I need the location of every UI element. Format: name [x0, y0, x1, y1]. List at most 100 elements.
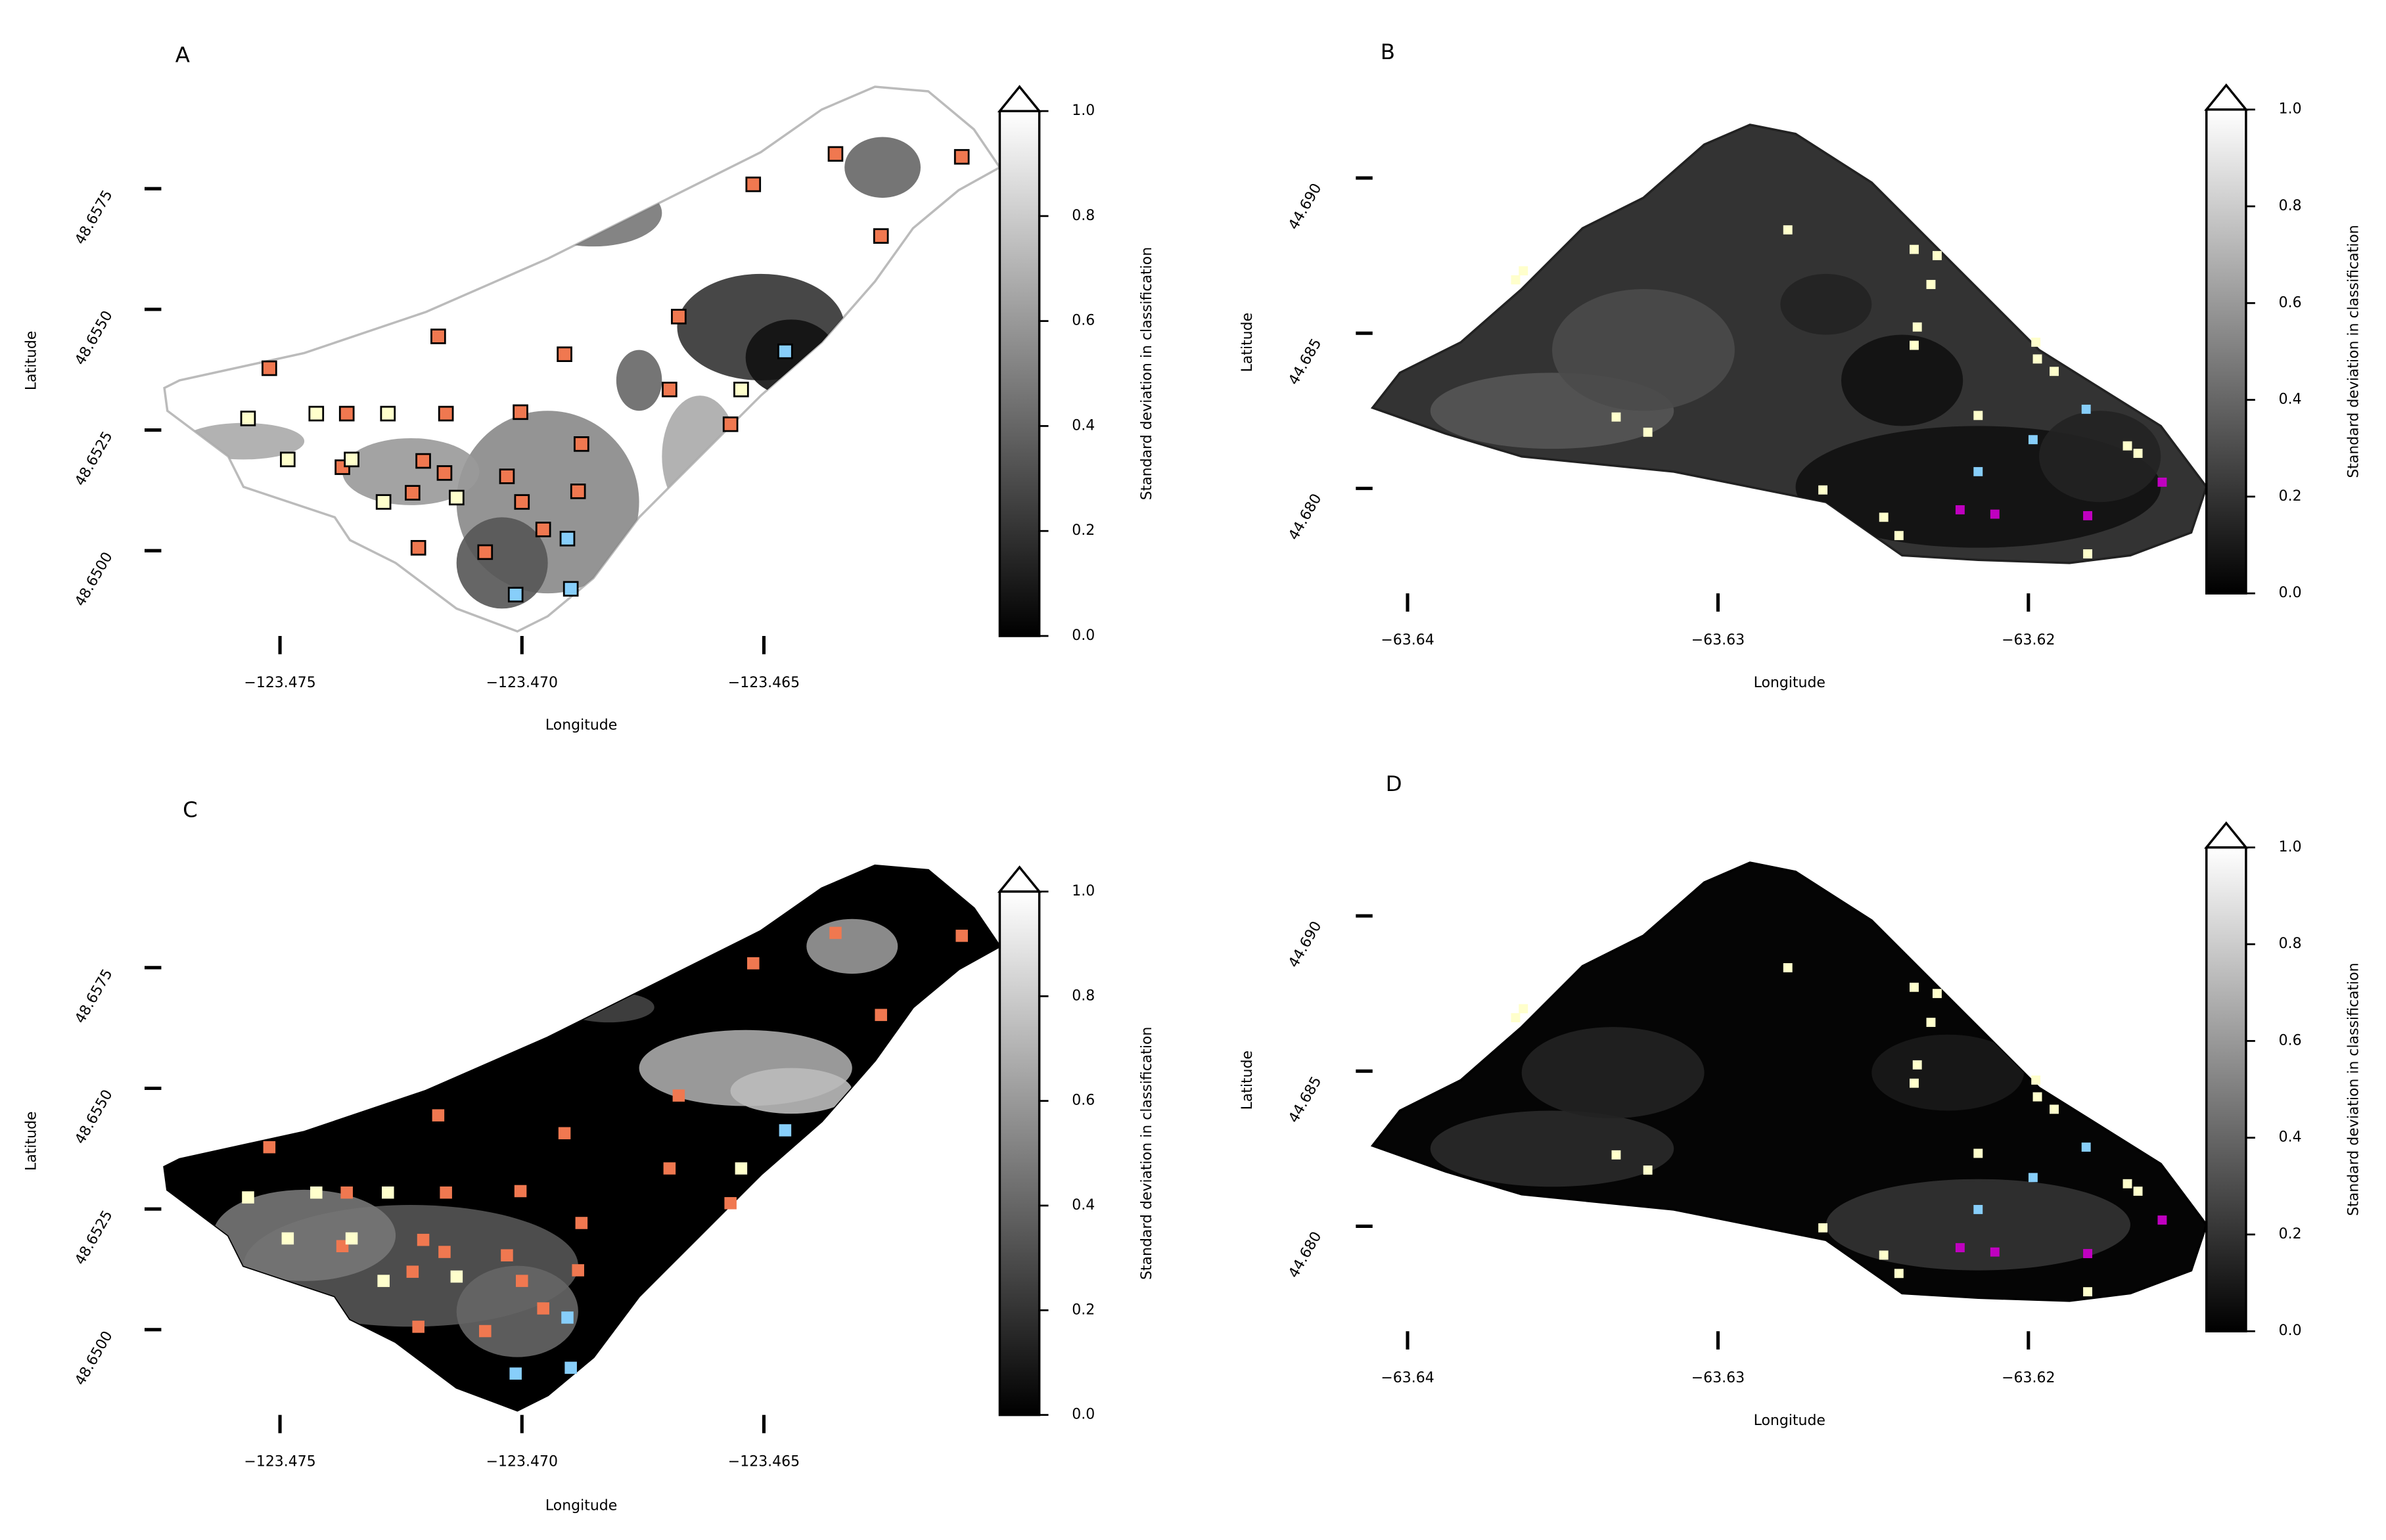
colorbar [999, 892, 1040, 1415]
sample-point [1783, 963, 1793, 972]
colorbar-tick-label: 0.8 [2279, 198, 2302, 214]
sample-point [516, 1275, 528, 1287]
sample-point [440, 1186, 452, 1199]
sample-point [280, 451, 296, 468]
sample-point [1511, 275, 1521, 284]
colorbar-label: Standard deviation in classification [1139, 247, 1155, 500]
colorbar-tick-label: 0.6 [1072, 1093, 1095, 1109]
sample-point [2081, 404, 2091, 414]
colorbar-frame [2205, 109, 2247, 595]
sample-point [344, 451, 359, 468]
colorbar-tick-label: 0.8 [2279, 936, 2302, 952]
raster-patch [806, 918, 898, 974]
y-tick-label: 48.6575 [72, 966, 116, 1026]
y-tick-label: 48.6525 [72, 1208, 116, 1267]
sample-point [1818, 1223, 1828, 1233]
sample-point [671, 309, 687, 325]
sample-point [514, 1185, 527, 1198]
panel-label: D [1386, 771, 1402, 796]
sample-point [672, 1089, 685, 1102]
sample-point [1955, 1243, 1965, 1253]
y-axis-label: Latitude [1239, 1051, 1256, 1110]
raster-patch [1552, 289, 1735, 411]
x-tick-label: −63.62 [2002, 1370, 2055, 1386]
sample-point [2122, 441, 2132, 451]
raster-patch [1871, 1034, 2024, 1111]
sample-point [2050, 367, 2059, 376]
x-tick-label: −123.465 [728, 675, 800, 691]
x-tick-label: −63.64 [1381, 632, 1434, 648]
sample-point [375, 494, 392, 510]
raster-patch [524, 179, 662, 247]
sample-point [1973, 411, 1983, 420]
colorbar-frame [2205, 847, 2247, 1332]
x-axis-label: Longitude [1754, 1413, 1825, 1429]
raster-patch [562, 991, 654, 1023]
colorbar-tick-label: 0.4 [1072, 1197, 1095, 1213]
sample-point [345, 1232, 358, 1245]
sample-point [1818, 485, 1828, 495]
sample-point [558, 1127, 571, 1140]
colorbar [2206, 847, 2246, 1332]
raster-patch [1780, 273, 1872, 335]
map-panel: C Longitude Latitude −123.475 −123.470 −123.4… [24, 797, 1155, 1514]
colorbar [999, 111, 1040, 636]
sample-point [2083, 510, 2092, 520]
sample-point [513, 404, 528, 420]
panel-label: C [183, 797, 198, 822]
sample-point [2083, 549, 2092, 558]
colorbar-tick-label: 0.2 [2279, 488, 2302, 505]
colorbar-tick-label: 0.6 [2279, 294, 2302, 311]
sample-point [432, 1109, 445, 1121]
sample-point [450, 1270, 463, 1283]
sample-point [449, 489, 465, 506]
y-tick-label: 44.680 [1285, 1229, 1325, 1281]
raster-patch [1430, 1110, 1674, 1187]
sample-point [1783, 225, 1793, 235]
sample-point [1611, 1150, 1621, 1160]
sample-point [336, 1240, 349, 1252]
y-tick-label: 48.6500 [72, 549, 116, 609]
sample-point [1519, 1004, 1528, 1014]
sample-point [438, 1246, 451, 1258]
raster-patch [1841, 334, 1963, 426]
sample-point [2122, 1179, 2132, 1189]
panel-label: B [1381, 39, 1395, 64]
y-tick-label: 48.6550 [72, 308, 116, 368]
sample-point [405, 485, 421, 501]
sample-point [572, 1264, 584, 1277]
sample-point [2028, 435, 2038, 445]
colorbar-tick-label: 0.6 [1072, 313, 1095, 329]
y-tick-label: 44.685 [1285, 336, 1325, 388]
sample-point [733, 382, 749, 397]
sample-point [1910, 982, 1919, 992]
colorbar-tick-label: 0.4 [1072, 417, 1095, 434]
sample-point [1643, 427, 1653, 437]
sample-point [1643, 1166, 1653, 1175]
colorbar-tick-label: 0.0 [2279, 1323, 2302, 1339]
sample-point [873, 228, 889, 244]
colorbar-tick-label: 0.4 [2279, 1129, 2302, 1146]
y-tick-label: 44.690 [1285, 918, 1325, 970]
sample-point [1973, 1205, 1983, 1214]
raster-patch [2039, 411, 2161, 503]
sample-point [509, 1367, 522, 1380]
sample-point [2157, 477, 2167, 487]
sample-point [1926, 1018, 1936, 1028]
sample-point [479, 1325, 492, 1338]
sample-point [2032, 1092, 2042, 1102]
colorbar-tick-label: 0.0 [1072, 627, 1095, 644]
panel-label: A [175, 43, 190, 68]
raster-patch [456, 517, 548, 609]
sample-point [1990, 509, 2000, 519]
sample-point [1926, 280, 1936, 289]
y-tick-label: 48.6500 [72, 1328, 116, 1388]
sample-point [1910, 244, 1919, 254]
sample-point [436, 465, 453, 481]
sample-point [1611, 412, 1621, 422]
sample-point [2133, 449, 2143, 458]
sample-point [663, 1162, 676, 1175]
sample-point [430, 328, 446, 344]
sample-point [559, 531, 576, 547]
